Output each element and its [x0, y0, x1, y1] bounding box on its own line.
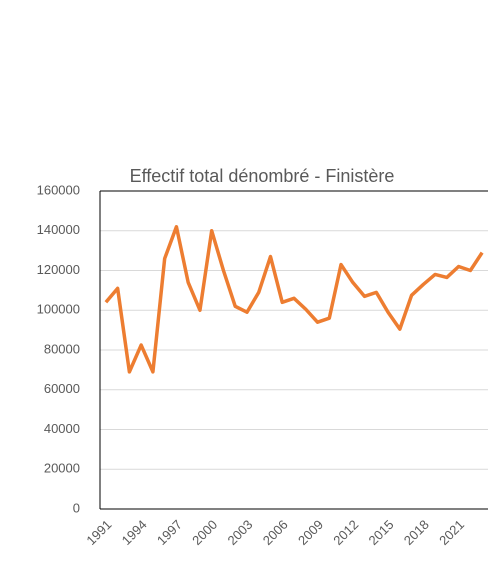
- x-tick-label: 2003: [224, 517, 255, 548]
- x-tick-label: 2021: [436, 517, 467, 548]
- x-tick-label: 2000: [189, 517, 220, 548]
- x-tick-label: 2006: [260, 517, 291, 548]
- y-tick-label: 140000: [37, 222, 80, 237]
- x-tick-label: 2012: [330, 517, 361, 548]
- x-tick-label: 1994: [119, 517, 150, 548]
- series-line: [104, 225, 484, 374]
- y-tick-label: 160000: [37, 182, 80, 197]
- x-tick-label: 2009: [295, 517, 326, 548]
- x-tick-label: 1997: [154, 517, 185, 548]
- y-tick-label: 0: [73, 500, 80, 515]
- y-tick-label: 100000: [37, 302, 80, 317]
- y-tick-label: 60000: [44, 381, 80, 396]
- x-tick-label: 2015: [366, 517, 397, 548]
- y-tick-label: 80000: [44, 341, 80, 356]
- x-tick-label: 2018: [401, 517, 432, 548]
- y-tick-label: 20000: [44, 461, 80, 476]
- y-tick-label: 40000: [44, 421, 80, 436]
- x-tick-label: 1991: [83, 517, 114, 548]
- chart-title: Effectif total dénombré - Finistère: [130, 166, 395, 186]
- y-tick-label: 120000: [37, 262, 80, 277]
